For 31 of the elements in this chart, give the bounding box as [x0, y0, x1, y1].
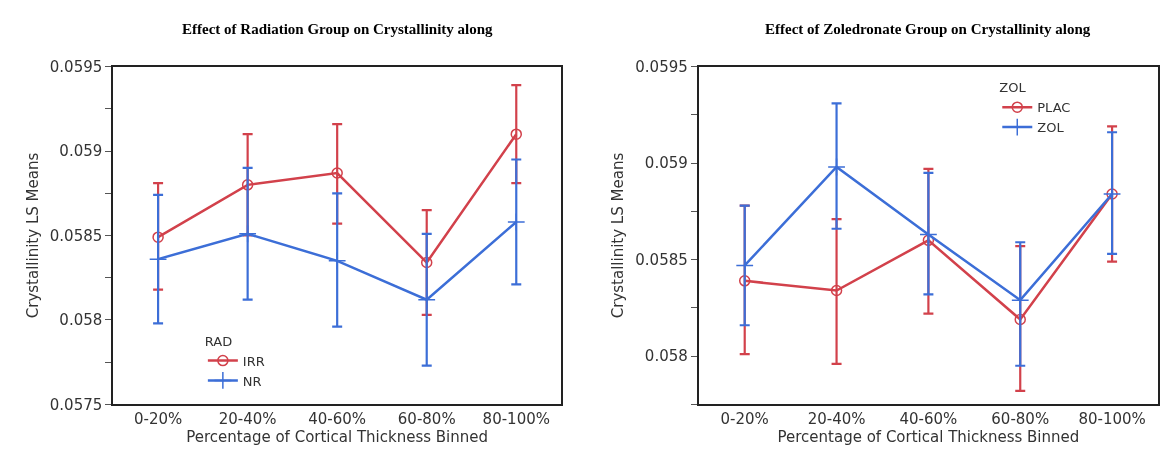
y-axis-title: Crystallinity LS Means	[609, 152, 628, 319]
y-tick-label: 0.058	[59, 311, 103, 330]
x-tick-label: 20-40%	[218, 410, 277, 429]
y-tick-label: 0.0595	[49, 57, 103, 76]
chart-title: Effect of Zoledronate Group on Crystallinity along	[765, 21, 1091, 37]
legend-label: ZOL	[1037, 120, 1065, 136]
y-tick-label: 0.059	[644, 154, 688, 173]
legend-title: ZOL	[999, 80, 1027, 96]
x-tick-label: 80-100%	[1078, 410, 1146, 429]
y-tick-label: 0.0575	[49, 395, 103, 414]
y-tick-label: 0.0595	[635, 57, 688, 76]
x-axis-title: Percentage of Cortical Thickness Binned	[186, 428, 489, 447]
y-tick-label: 0.0585	[49, 226, 103, 245]
y-tick-label: 0.0585	[635, 250, 688, 269]
x-axis-title: Percentage of Cortical Thickness Binned	[777, 428, 1080, 447]
legend-label: NR	[242, 373, 262, 389]
y-axis-title: Crystallinity LS Means	[23, 152, 42, 319]
legend-label: IRR	[242, 353, 265, 369]
x-tick-label: 0-20%	[720, 410, 769, 429]
x-tick-label: 60-80%	[397, 410, 456, 429]
x-tick-label: 0-20%	[133, 410, 183, 429]
legend-label: PLAC	[1037, 100, 1071, 116]
legend-title: RAD	[204, 333, 233, 349]
y-tick-label: 0.058	[644, 347, 688, 366]
x-tick-label: 80-100%	[482, 410, 550, 429]
y-tick-label: 0.059	[59, 142, 103, 161]
x-tick-label: 40-60%	[899, 410, 958, 429]
x-tick-label: 60-80%	[991, 410, 1050, 429]
x-tick-label: 20-40%	[807, 410, 866, 429]
chart-title: Effect of Radiation Group on Crystallinity along	[182, 21, 494, 37]
x-tick-label: 40-60%	[308, 410, 367, 429]
